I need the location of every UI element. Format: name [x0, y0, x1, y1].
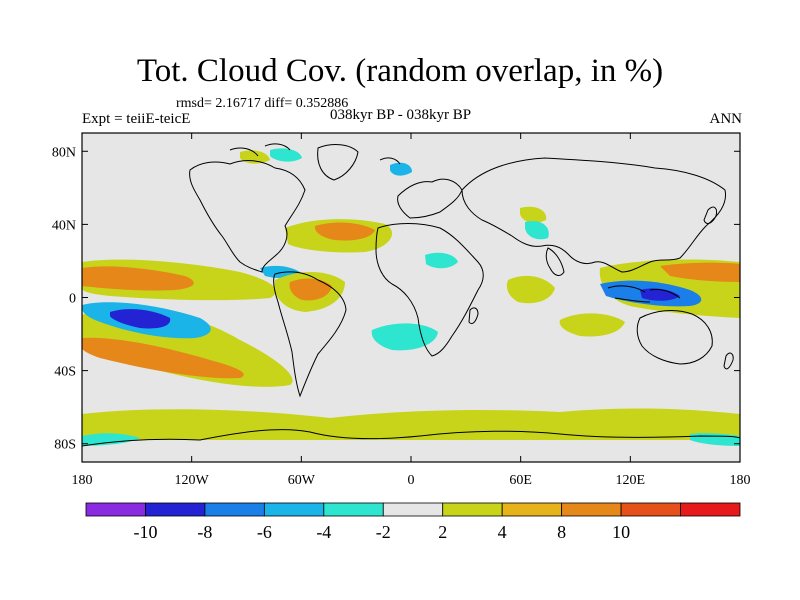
y-tick-label: 80S [54, 438, 76, 453]
anomaly-indian-ocean-positive [506, 275, 555, 304]
colorbar-swatch [382, 502, 444, 517]
x-tick-label: 120E [616, 473, 646, 488]
coastline-new-zealand [723, 352, 734, 370]
colorbar-swatch [442, 502, 503, 517]
y-axis: 80N 40N 0 40S 80S [52, 145, 740, 453]
colorbar-label: 10 [612, 522, 630, 542]
colorbar-label: -6 [257, 522, 272, 542]
colorbar-swatch [323, 502, 384, 517]
anomaly-north-atlantic-core [315, 222, 375, 241]
period-label: 038kyr BP - 038kyr BP [330, 107, 472, 123]
coastline-asia [461, 157, 727, 273]
experiment-label: Expt = teiiE-teicE [82, 111, 191, 127]
y-tick-label: 80N [52, 145, 76, 160]
colorbar-label: 2 [438, 522, 447, 542]
anomaly-south-atlantic-negative [270, 148, 302, 162]
colorbar-label: 8 [557, 522, 566, 542]
anomaly-south-atlantic-negative [525, 220, 549, 240]
anomaly-south-pacific-orange-band [82, 337, 244, 379]
anomaly-antarctic-coast-negative [82, 433, 140, 446]
coastline-madagascar [468, 307, 479, 325]
colorbar-swatch [263, 502, 325, 517]
stats-text: rmsd= 2.16717 diff= 0.352886 [176, 96, 349, 111]
coastline-greenland [317, 144, 359, 181]
x-tick-label: 180 [730, 473, 751, 488]
colorbar-swatch [145, 502, 206, 517]
coastline-antarctica [82, 429, 740, 447]
coastline-arctic-islands [229, 143, 401, 165]
coastline-south-america [273, 271, 347, 398]
anomaly-southern-ocean-positive [82, 408, 740, 440]
anomaly-indian-ocean-positive [559, 313, 625, 337]
y-tick-label: 0 [69, 292, 76, 307]
coastline-japan [703, 206, 717, 224]
colorbar-swatch [204, 502, 265, 517]
colorbar-label: -8 [197, 522, 212, 542]
anomaly-amazon-positive [289, 278, 332, 301]
coastline-africa [375, 223, 484, 357]
coastline-australia [636, 310, 713, 365]
colorbar-swatch [85, 502, 146, 517]
anomaly-west-pacific-positive [660, 262, 740, 282]
colorbar-label: -2 [376, 522, 391, 542]
colorbar-label: -4 [316, 522, 331, 542]
anomaly-arctic-negative [390, 162, 412, 176]
anomaly-south-pacific-core [110, 309, 171, 329]
x-tick-label: 0 [408, 473, 415, 488]
colorbar-swatch [680, 502, 741, 517]
coastline-europe [397, 178, 463, 219]
anomaly-south-atlantic-negative [425, 252, 458, 269]
y-tick-label: 40N [52, 218, 76, 233]
colorbar-label: 4 [498, 522, 507, 542]
y-tick-label: 40S [54, 365, 76, 380]
colorbar-swatch [620, 502, 681, 517]
anomaly-south-atlantic-negative [371, 323, 438, 351]
coastline-north-america [189, 160, 306, 273]
anomaly-central-pacific-north-core [82, 266, 194, 291]
x-tick-label: 120W [175, 473, 210, 488]
x-axis: 180 120W 60W 0 60E 120E 180 [72, 133, 751, 488]
plot-title: Tot. Cloud Cov. (random overlap, in %) [136, 53, 664, 89]
coastline-india [545, 247, 565, 276]
coastline-indonesia [607, 285, 681, 303]
season-label: ANN [709, 111, 743, 127]
coastlines [82, 143, 740, 447]
x-tick-label: 60E [509, 473, 532, 488]
colorbar-swatch [501, 502, 563, 517]
colorbar-label: -10 [133, 522, 157, 542]
x-tick-label: 180 [72, 473, 93, 488]
anomaly-central-pacific-north-positive [520, 206, 547, 223]
anomaly-south-pacific-core [640, 288, 680, 301]
x-tick-label: 60W [288, 473, 316, 488]
colorbar-swatch [561, 502, 622, 517]
colorbar: -10 -8 -6 -4 -2 2 4 8 10 [85, 502, 741, 542]
